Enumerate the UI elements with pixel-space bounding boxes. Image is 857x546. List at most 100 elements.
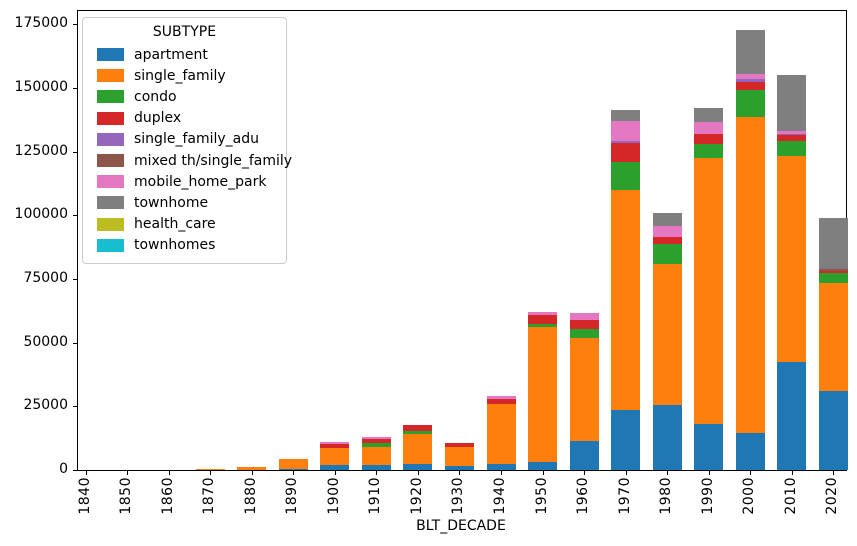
legend-label: single_family (134, 67, 226, 84)
x-tick-label: 1930 (450, 477, 467, 515)
y-tick-label: 25000 (23, 397, 68, 414)
bar-segment-single_family (777, 155, 807, 362)
legend-color-patch (97, 111, 124, 125)
bar-1960 (569, 313, 599, 470)
bar-1990 (694, 108, 724, 470)
bar-segment-townhome (777, 75, 807, 131)
x-tick-label: 1960 (575, 477, 592, 515)
bar-segment-duplex (611, 143, 641, 163)
legend-item: single_family_adu (91, 129, 278, 150)
bar-segment-duplex (403, 425, 433, 431)
bar-segment-condo (777, 140, 807, 156)
y-tick-label: 0 (59, 461, 68, 477)
y-tick-mark (73, 24, 77, 26)
x-tick-mark (293, 471, 295, 475)
x-tick-mark (791, 471, 793, 475)
bar-segment-single_family (735, 117, 765, 433)
bar-segment-condo (694, 143, 724, 158)
legend-item: condo (91, 86, 278, 107)
x-tick-label: 1900 (325, 477, 342, 515)
x-tick-label: 1880 (242, 477, 259, 515)
legend-color-patch (97, 90, 124, 104)
bar-segment-apartment (694, 424, 724, 470)
bar-segment-single_family (195, 468, 225, 470)
bar-segment-condo (361, 443, 391, 447)
legend-color-patch (97, 196, 124, 210)
bar-segment-duplex (694, 134, 724, 144)
bar-segment-single_family_adu (777, 133, 807, 135)
bar-segment-single_family (237, 467, 267, 470)
x-tick-mark (127, 471, 129, 475)
bar-segment-single_family (486, 403, 516, 464)
bar-segment-condo (611, 162, 641, 190)
x-tick-mark (708, 471, 710, 475)
bar-segment-duplex (320, 444, 350, 449)
legend-label: mixed th/single_family (134, 152, 293, 169)
x-tick-mark (168, 471, 170, 475)
bar-segment-apartment (528, 461, 558, 470)
bar-segment-apartment (818, 390, 848, 470)
y-tick-mark (73, 470, 77, 471)
bar-1970 (611, 109, 641, 470)
legend-color-patch (97, 217, 124, 231)
x-tick-label: 1990 (699, 477, 716, 515)
bar-segment-mobile_home_park (569, 313, 599, 321)
bar-segment-condo (528, 324, 558, 328)
x-tick-mark (417, 471, 419, 475)
y-tick-label: 50000 (23, 333, 68, 350)
legend-label: mobile_home_park (134, 173, 267, 190)
bar-segment-townhome (735, 30, 765, 74)
x-tick-mark (625, 471, 627, 475)
legend-label: duplex (134, 110, 182, 127)
x-tick-label: 1910 (367, 477, 384, 515)
bar-segment-single_family (694, 157, 724, 425)
legend-color-patch (97, 175, 124, 189)
bar-segment-duplex (528, 315, 558, 325)
bar-1980 (652, 212, 682, 470)
x-tick-mark (376, 471, 378, 475)
bar-segment-townhome (818, 218, 848, 270)
bar-segment-apartment (486, 463, 516, 470)
bar-segment-single_family (278, 459, 308, 469)
bar-1920 (403, 425, 433, 470)
bar-segment-condo (652, 243, 682, 264)
y-tick-label: 100000 (14, 206, 68, 223)
bar-segment-apartment (652, 404, 682, 470)
legend-item: townhomes (91, 235, 278, 256)
x-tick-label: 2000 (741, 477, 758, 515)
x-tick-mark (210, 471, 212, 475)
bar-1930 (444, 443, 474, 470)
y-tick-mark (73, 342, 77, 344)
legend-label: townhome (134, 194, 209, 211)
bar-segment-apartment (361, 464, 391, 470)
bar-1910 (361, 436, 391, 470)
bar-segment-single_family (611, 189, 641, 410)
legend-color-patch (97, 69, 124, 83)
bar-segment-single_family (403, 433, 433, 464)
x-tick-mark (334, 471, 336, 475)
legend-item: apartment (91, 44, 278, 65)
bar-segment-mobile_home_park (694, 122, 724, 135)
bar-segment-apartment (611, 409, 641, 470)
y-tick-mark (73, 406, 77, 408)
y-tick-label: 125000 (14, 142, 68, 159)
bar-segment-mobile_home_park (361, 436, 391, 439)
bar-segment-apartment (569, 440, 599, 470)
bar-segment-apartment (735, 432, 765, 470)
legend-item: single_family (91, 65, 278, 86)
legend-title: SUBTYPE (152, 24, 217, 40)
y-tick-mark (73, 87, 77, 89)
bar-segment-mobile_home_park (611, 121, 641, 141)
x-tick-mark (667, 471, 669, 475)
bar-1890 (278, 459, 308, 470)
x-tick-label: 1850 (118, 477, 135, 515)
bar-1950 (528, 312, 558, 470)
bar-segment-condo (735, 90, 765, 118)
x-tick-label: 1920 (408, 477, 425, 515)
bar-segment-single_family_adu (611, 140, 641, 144)
legend-color-patch (97, 238, 124, 252)
bar-segment-single_family_adu (735, 78, 765, 83)
x-tick-mark (833, 471, 835, 475)
